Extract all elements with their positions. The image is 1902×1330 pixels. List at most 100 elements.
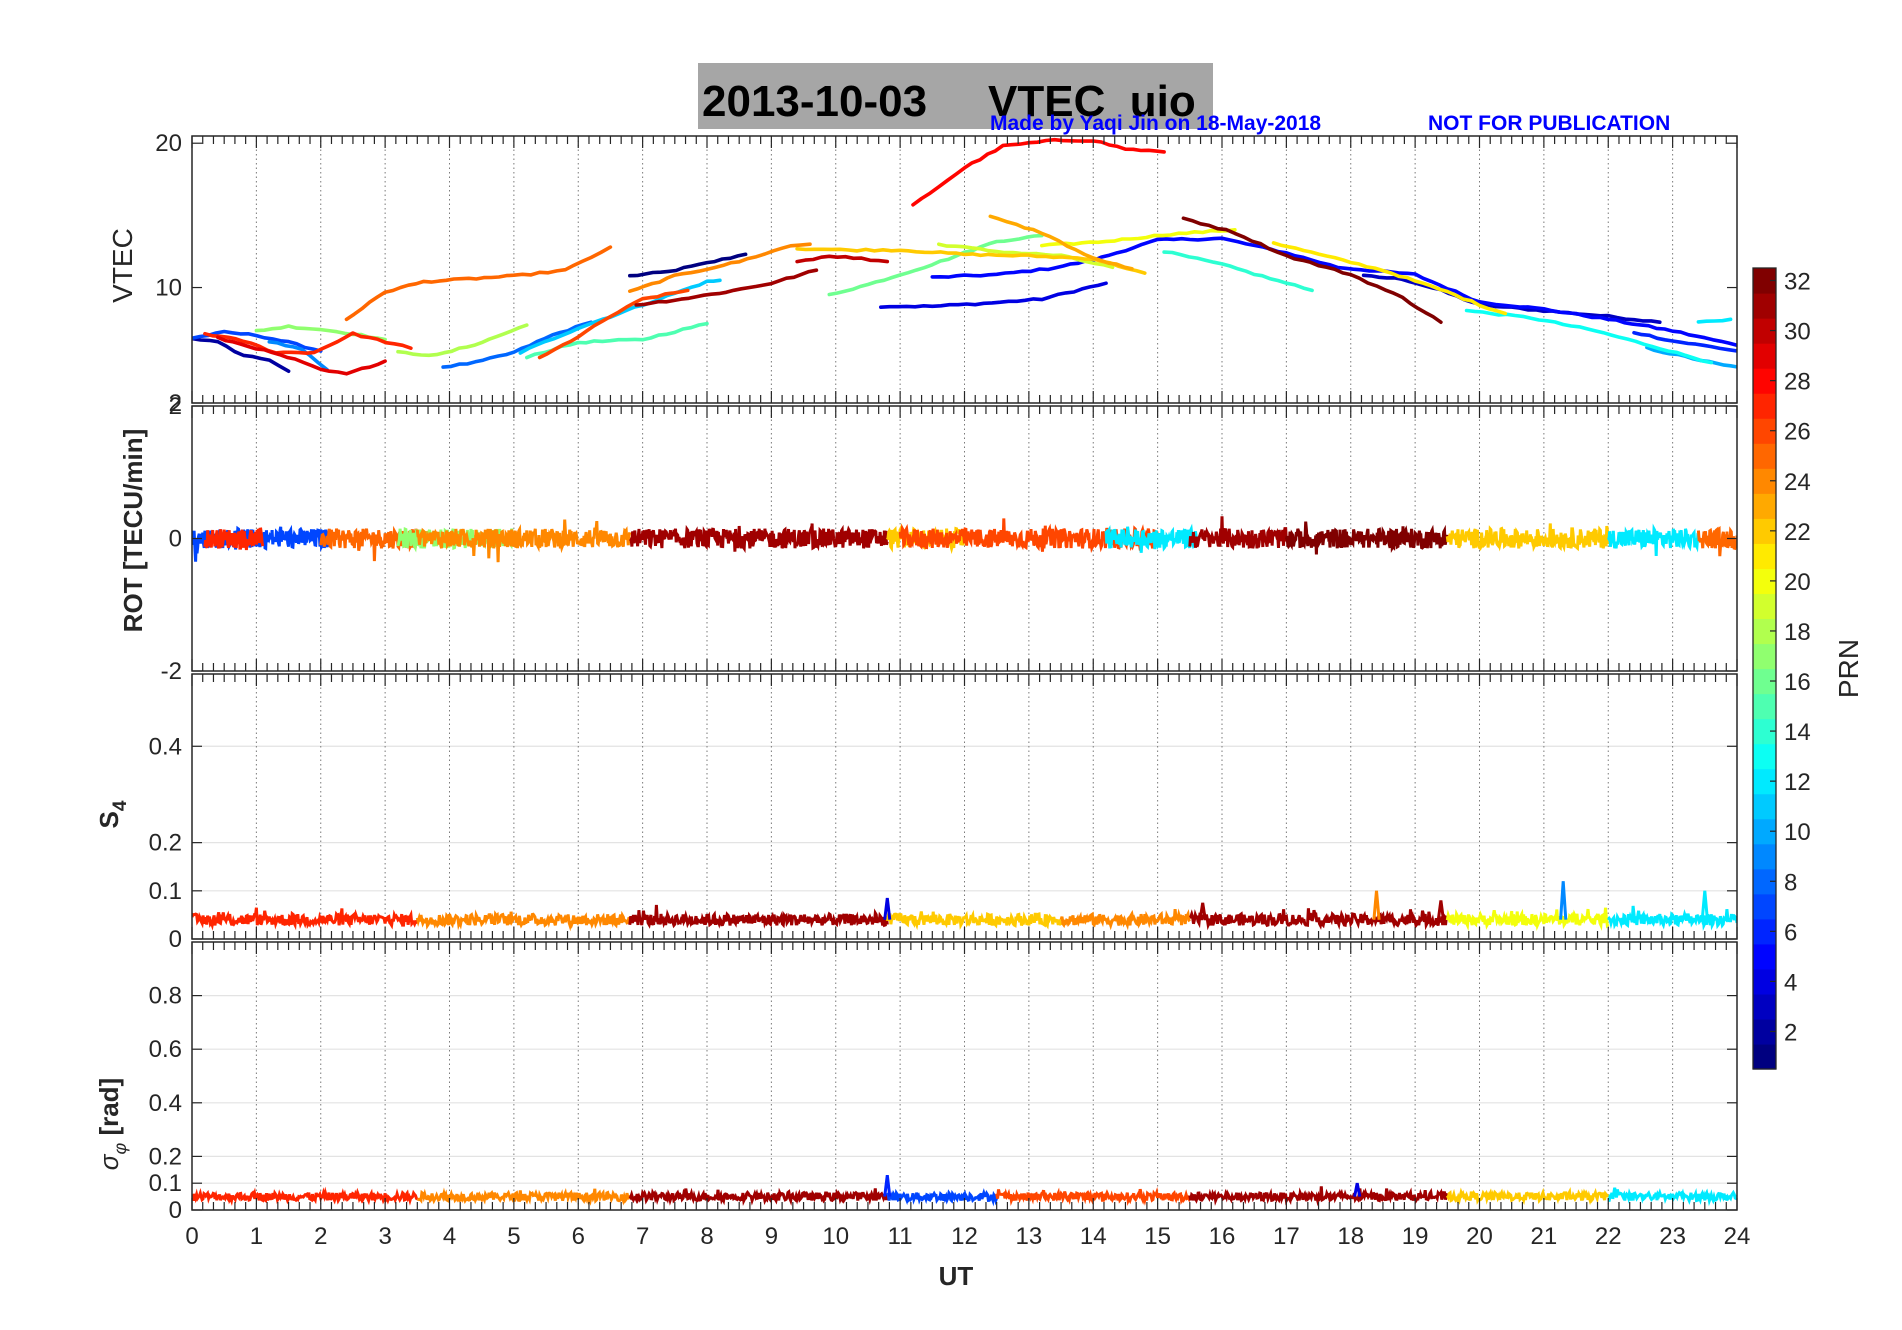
s4-series-prn-24 xyxy=(415,909,631,932)
panel-vtec: 2 10 20 VTEC xyxy=(107,130,1738,417)
s4-series-prn-31 xyxy=(1189,908,1448,931)
y-axis-title: VTEC xyxy=(107,228,138,303)
colorbar-tick-label: 6 xyxy=(1784,919,1797,946)
title-box xyxy=(698,63,1213,129)
colorbar-swatch xyxy=(1753,318,1776,344)
panel-background xyxy=(192,942,1737,1210)
colorbar-swatch xyxy=(1753,593,1776,620)
y-axis-title: σφ [rad] xyxy=(94,1078,130,1170)
colorbar-swatch xyxy=(1753,818,1776,845)
y-tick-label: 2 xyxy=(169,390,182,417)
colorbar-swatch xyxy=(1753,418,1776,444)
x-tick-label: 24 xyxy=(1724,1223,1751,1250)
series-group xyxy=(192,137,1737,376)
colorbar-frame xyxy=(1752,267,1777,1070)
panel-s4: 0 0.1 0.2 0.4 S4 xyxy=(94,673,1738,953)
y-tick-label: 0.6 xyxy=(149,1036,182,1063)
y-tick-label: 0.2 xyxy=(149,830,182,857)
vtec-series-prn-30 xyxy=(795,254,890,264)
x-tick-label: 11 xyxy=(888,1223,913,1250)
sigma_phi-series-prn-22 xyxy=(1445,1187,1610,1206)
vtec-series-prn-11 xyxy=(518,278,722,355)
colorbar-tick-label: 8 xyxy=(1784,869,1797,896)
vtec-series-prn-9 xyxy=(267,340,329,372)
series-group xyxy=(192,881,1737,932)
vtec-series-prn-22 xyxy=(795,247,1147,275)
colorbar-swatch xyxy=(1753,918,1776,945)
colorbar-tick-label: 2 xyxy=(1784,1019,1797,1046)
colorbar-swatch xyxy=(1753,968,1776,995)
x-tick-label: 1 xyxy=(250,1223,263,1250)
colorbar-swatch xyxy=(1753,568,1776,595)
x-tick-label: 21 xyxy=(1531,1223,1558,1250)
colorbar-swatch xyxy=(1753,643,1776,670)
sigma_phi-series-prn-12 xyxy=(1607,1187,1737,1207)
vtec-series-prn-5 xyxy=(930,236,1737,348)
x-tick-label: 23 xyxy=(1659,1223,1686,1250)
sigma_phi-spike xyxy=(1353,1182,1362,1197)
s4-spike xyxy=(1700,890,1709,920)
x-tick-label: 8 xyxy=(700,1223,713,1250)
series-group xyxy=(192,1175,1737,1207)
y-tick-label: 0.4 xyxy=(149,733,182,760)
colorbar-swatch xyxy=(1753,268,1776,294)
rot-series-prn-12 xyxy=(1607,523,1700,557)
y-tick-label: 10 xyxy=(155,275,182,302)
rot-series-prn-32 xyxy=(1284,521,1449,555)
colorbar-tick-label: 14 xyxy=(1784,719,1811,746)
vtec-series-prn-2 xyxy=(192,336,291,373)
x-tick-label: 18 xyxy=(1337,1223,1364,1250)
x-tick-label: 19 xyxy=(1402,1223,1429,1250)
y-tick-label: 20 xyxy=(155,130,182,157)
panel-background xyxy=(192,136,1737,403)
x-tick-label: 10 xyxy=(822,1223,849,1250)
x-tick-label: 0 xyxy=(185,1223,198,1250)
colorbar-swatch xyxy=(1753,843,1776,870)
rot-series-prn-31 xyxy=(629,523,889,554)
s4-spike xyxy=(1372,890,1381,920)
y-axis-title-unit: [rad] xyxy=(94,1078,124,1143)
y-tick-label: 2 xyxy=(169,393,182,420)
y-axis-title-sigma: σ xyxy=(94,1153,124,1170)
rot-series-prn-22 xyxy=(1445,523,1610,553)
colorbar-tick-label: 26 xyxy=(1784,419,1811,446)
rot-series-prn-12 xyxy=(1104,523,1198,553)
vtec-series-prn-7 xyxy=(192,329,323,353)
x-tick-label: 3 xyxy=(378,1223,391,1250)
rot-series-prn-26 xyxy=(898,518,1160,554)
vtec-series-prn-31 xyxy=(634,268,819,307)
x-tick-label: 16 xyxy=(1209,1223,1236,1250)
colorbar-swatch xyxy=(1753,543,1776,569)
rot-series-prn-25 xyxy=(1696,525,1737,557)
title-name: VTEC uio xyxy=(988,77,1196,126)
colorbar-swatch xyxy=(1753,293,1776,319)
colorbar-tick-label: 22 xyxy=(1784,519,1811,546)
colorbar-swatch xyxy=(1753,343,1776,369)
y-tick-label: 0.8 xyxy=(149,983,182,1010)
colorbar-swatch xyxy=(1753,443,1776,469)
colorbar-tick-label: 10 xyxy=(1784,819,1811,846)
colorbar-swatch xyxy=(1753,993,1776,1020)
colorbar-tick-label: 30 xyxy=(1784,319,1811,346)
s4-series-prn-24 xyxy=(1059,908,1191,931)
title-date: 2013-10-03 xyxy=(702,77,927,126)
vtec-series-prn-29 xyxy=(216,335,387,376)
vtec-series-prn-14 xyxy=(1162,250,1314,293)
colorbar-swatch xyxy=(1753,718,1776,745)
y-axis-title-phi: φ xyxy=(110,1143,130,1155)
vtec-series-prn-20 xyxy=(1040,228,1237,248)
series-group xyxy=(192,516,1737,563)
x-tick-label: 5 xyxy=(507,1223,520,1250)
sigma_phi-series-prn-24 xyxy=(416,1187,631,1206)
colorbar-tick-label: 20 xyxy=(1784,569,1811,596)
colorbar-tick-label: 32 xyxy=(1784,269,1811,296)
vtec-series-prn-12 xyxy=(1696,317,1733,324)
panel-sigma_phi: 00.10.20.40.60.8σφ [rad]0 1 2 3 4 5 6 7 8 9 10 11 12… xyxy=(94,941,1751,1250)
colorbar-tick-label: 28 xyxy=(1784,369,1811,396)
vtec-series-prn-26 xyxy=(537,288,690,360)
vtec-series-prn-24 xyxy=(628,242,812,293)
s4-spike xyxy=(1559,881,1568,920)
vtec-series-prn-6 xyxy=(1632,330,1737,353)
x-tick-label: 9 xyxy=(765,1223,778,1250)
